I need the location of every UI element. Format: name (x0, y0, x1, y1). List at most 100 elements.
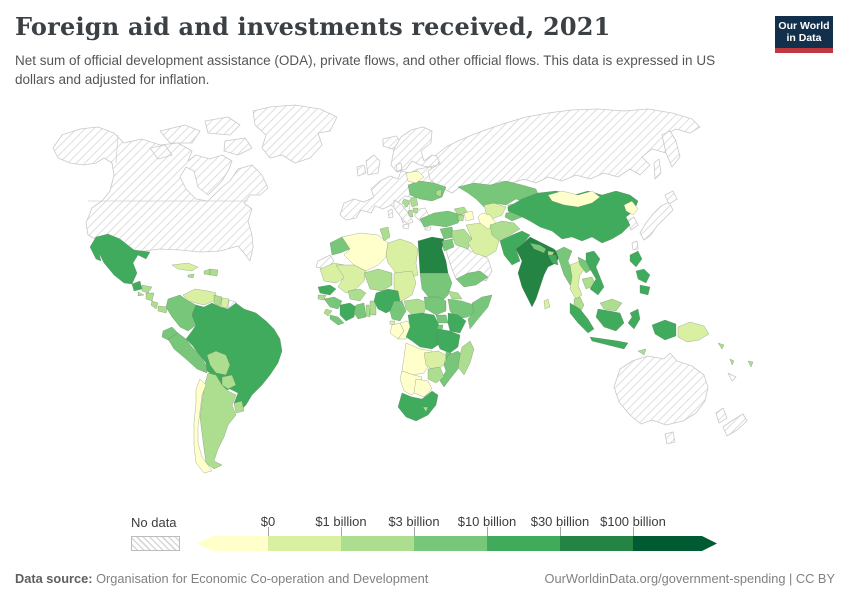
region-new-caledonia (727, 372, 737, 382)
country-indonesia[interactable] (589, 336, 629, 350)
country-indonesia[interactable] (595, 308, 625, 332)
country-solomon-islands[interactable] (717, 342, 725, 350)
legend-segment-6[interactable] (633, 536, 702, 551)
country-mexico[interactable] (89, 233, 151, 285)
country-honduras[interactable] (141, 284, 153, 294)
country-indonesia[interactable] (569, 302, 595, 334)
data-source-label: Data source: (15, 571, 93, 586)
country-suriname[interactable] (220, 297, 230, 309)
country-iraq[interactable] (451, 228, 473, 250)
country-yemen[interactable] (455, 270, 489, 288)
country-nepal[interactable] (529, 242, 547, 254)
country-mali[interactable] (335, 264, 367, 294)
country-togo[interactable] (365, 304, 371, 318)
country-vanuatu[interactable] (729, 358, 735, 366)
country-azerbaijan[interactable] (463, 210, 475, 222)
country-el-salvador[interactable] (137, 291, 145, 297)
country-tunisia[interactable] (379, 226, 391, 242)
country-afghanistan[interactable] (489, 220, 521, 242)
country-fiji[interactable] (747, 360, 754, 368)
country-moldova[interactable] (435, 188, 443, 198)
country-jordan[interactable] (441, 238, 455, 252)
country-panama[interactable] (157, 305, 169, 314)
country-philippines[interactable] (635, 268, 651, 284)
country-sri-lanka[interactable] (543, 298, 551, 310)
country-central-african-republic[interactable] (403, 298, 429, 316)
country-lesotho[interactable] (422, 406, 429, 413)
country-timor-leste[interactable] (637, 348, 647, 356)
country-guatemala[interactable] (131, 280, 143, 292)
region-arctic (204, 116, 241, 136)
country-brazil[interactable] (185, 302, 283, 412)
country-sierra-leone[interactable] (323, 308, 333, 317)
country-zimbabwe[interactable] (427, 366, 445, 384)
country-bangladesh[interactable] (547, 254, 559, 266)
owid-license-link[interactable]: OurWorldinData.org/government-spending |… (544, 571, 835, 586)
country-madagascar[interactable] (457, 340, 475, 376)
country-albania[interactable] (407, 209, 414, 218)
country-cameroon[interactable] (389, 300, 407, 322)
country-kenya[interactable] (447, 312, 467, 334)
owid-logo: Our World in Data (775, 16, 833, 48)
country-argentina[interactable] (199, 372, 237, 470)
country-drc[interactable] (405, 312, 443, 350)
legend-segment-2[interactable] (341, 536, 415, 551)
country-belarus[interactable] (405, 170, 425, 184)
country-chile[interactable] (193, 378, 213, 474)
legend-segment-5[interactable] (560, 536, 634, 551)
country-jamaica[interactable] (187, 273, 195, 279)
country-indonesia[interactable] (651, 319, 677, 341)
country-cote-divoire[interactable] (339, 302, 357, 322)
country-dominican-republic[interactable] (209, 268, 219, 277)
country-tanzania[interactable] (435, 328, 461, 354)
country-haiti[interactable] (203, 268, 211, 276)
country-paraguay[interactable] (221, 374, 237, 390)
country-mongolia[interactable] (547, 190, 601, 208)
region-australia (613, 352, 709, 426)
legend-no-data-swatch[interactable] (131, 536, 180, 551)
legend-segment-1[interactable] (268, 536, 342, 551)
country-angola[interactable] (401, 342, 433, 376)
country-laos[interactable] (577, 256, 593, 274)
legend-segment-4[interactable] (487, 536, 561, 551)
country-uganda[interactable] (435, 314, 449, 324)
country-guinea[interactable] (323, 296, 343, 310)
country-philippines[interactable] (639, 284, 651, 296)
country-armenia[interactable] (457, 214, 465, 222)
country-ukraine[interactable] (407, 180, 447, 202)
country-south-africa[interactable] (397, 390, 439, 422)
country-nicaragua[interactable] (145, 292, 155, 302)
country-malaysia[interactable] (599, 298, 623, 312)
country-somalia[interactable] (467, 294, 493, 330)
country-eritrea[interactable] (447, 290, 463, 300)
country-libya[interactable] (385, 238, 419, 280)
region-japan (639, 201, 674, 241)
region-greenland (252, 104, 338, 164)
country-sudan[interactable] (419, 272, 453, 304)
country-indonesia[interactable] (627, 308, 641, 330)
country-uruguay[interactable] (233, 400, 245, 414)
legend-segment-0[interactable] (212, 536, 269, 551)
country-burkina-faso[interactable] (347, 288, 367, 302)
country-philippines[interactable] (629, 250, 643, 268)
country-bolivia[interactable] (206, 350, 231, 376)
country-niger[interactable] (363, 268, 393, 292)
country-liberia[interactable] (329, 314, 345, 326)
country-north-macedonia[interactable] (412, 207, 419, 214)
country-costa-rica[interactable] (150, 300, 159, 310)
country-papua-new-guinea[interactable] (677, 321, 710, 343)
legend-tick (268, 527, 269, 536)
country-senegal[interactable] (317, 284, 337, 296)
legend-tick-label: $0 (260, 514, 276, 529)
country-vietnam[interactable] (585, 250, 605, 296)
country-algeria[interactable] (341, 232, 389, 272)
country-ghana[interactable] (353, 302, 367, 320)
country-north-korea[interactable] (623, 200, 639, 216)
country-turkey[interactable] (419, 210, 463, 228)
legend-segment-3[interactable] (414, 536, 488, 551)
country-south-sudan[interactable] (423, 296, 447, 316)
country-bosnia[interactable] (401, 198, 411, 208)
country-serbia[interactable] (409, 196, 419, 208)
country-cuba[interactable] (171, 262, 199, 272)
country-botswana[interactable] (413, 378, 433, 398)
